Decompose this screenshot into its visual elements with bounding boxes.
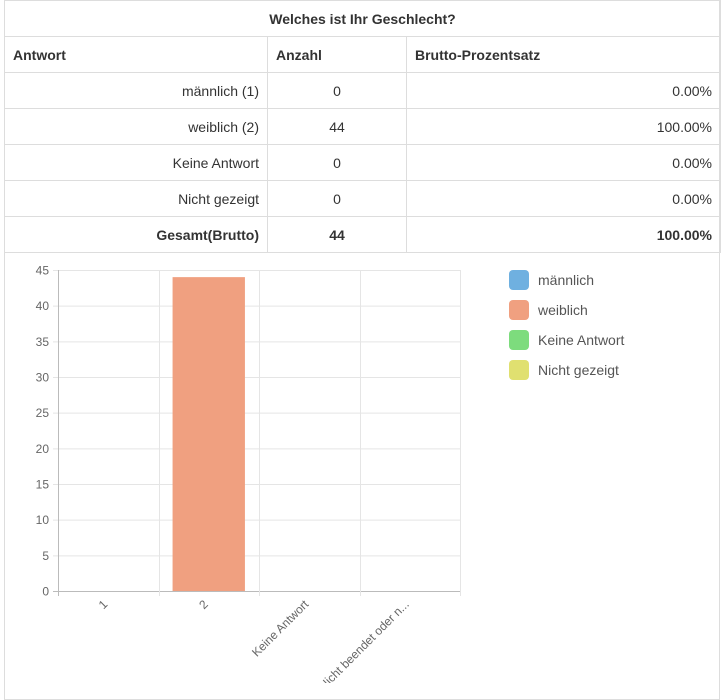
- count-cell: 0: [267, 180, 407, 217]
- count-cell: 0: [267, 144, 407, 181]
- y-tick-label: 40: [36, 299, 50, 313]
- legend-item[interactable]: Keine Antwort: [509, 325, 624, 355]
- y-tick-label: 45: [36, 264, 50, 278]
- legend-item[interactable]: weiblich: [509, 295, 624, 325]
- legend-label: Nicht gezeigt: [538, 362, 619, 378]
- answer-cell: männlich (1): [4, 72, 268, 109]
- legend-item[interactable]: männlich: [509, 265, 624, 295]
- legend-swatch: [509, 270, 529, 290]
- x-tick-label: 2: [196, 597, 211, 612]
- total-percent: 100.00%: [406, 216, 721, 253]
- y-tick-label: 30: [36, 371, 50, 385]
- answer-cell: weiblich (2): [4, 108, 268, 145]
- y-tick-label: 5: [42, 549, 49, 563]
- chart-legend: männlich weiblich Keine Antwort Nicht gezei…: [509, 265, 624, 385]
- table-header-row: Antwort Anzahl Brutto-Prozentsatz: [4, 36, 721, 73]
- percent-cell: 100.00%: [406, 108, 721, 145]
- y-tick-label: 25: [36, 406, 50, 420]
- legend-swatch: [509, 300, 529, 320]
- header-count: Anzahl: [267, 36, 407, 73]
- legend-swatch: [509, 330, 529, 350]
- percent-cell: 0.00%: [406, 180, 721, 217]
- bar: [172, 277, 245, 591]
- legend-label: weiblich: [538, 302, 588, 318]
- count-cell: 44: [267, 108, 407, 145]
- count-cell: 0: [267, 72, 407, 109]
- x-tick-label: Nicht beendet oder n...: [316, 597, 412, 683]
- x-tick-label: 1: [96, 597, 111, 612]
- y-tick-label: 0: [42, 585, 49, 599]
- table-row: weiblich (2) 44 100.00%: [4, 108, 721, 145]
- legend-label: männlich: [538, 272, 595, 288]
- table-row: Keine Antwort 0 0.00%: [4, 144, 721, 181]
- total-row: Gesamt(Brutto) 44 100.00%: [4, 216, 721, 253]
- total-count: 44: [267, 216, 407, 253]
- table-row: männlich (1) 0 0.00%: [4, 72, 721, 109]
- table-row: Nicht gezeigt 0 0.00%: [4, 180, 721, 217]
- x-tick-label: Keine Antwort: [249, 597, 312, 660]
- legend-swatch: [509, 360, 529, 380]
- statistics-table: Welches ist Ihr Geschlecht? Antwort Anza…: [4, 0, 721, 253]
- bar-chart: 0 5 10 15 20 25 30 35 40 45 1 2 Keine Antwort Nicht b…: [36, 264, 461, 683]
- y-tick-label: 20: [36, 442, 50, 456]
- y-tick-label: 35: [36, 335, 50, 349]
- header-percent: Brutto-Prozentsatz: [406, 36, 721, 73]
- y-tick-label: 15: [36, 478, 50, 492]
- legend-item[interactable]: Nicht gezeigt: [509, 355, 624, 385]
- question-title: Welches ist Ihr Geschlecht?: [4, 0, 721, 37]
- percent-cell: 0.00%: [406, 144, 721, 181]
- total-label: Gesamt(Brutto): [4, 216, 268, 253]
- legend-label: Keine Antwort: [538, 332, 625, 348]
- answer-cell: Keine Antwort: [4, 144, 268, 181]
- answer-cell: Nicht gezeigt: [4, 180, 268, 217]
- question-title-row: Welches ist Ihr Geschlecht?: [4, 0, 721, 37]
- y-tick-label: 10: [36, 513, 50, 527]
- percent-cell: 0.00%: [406, 72, 721, 109]
- header-answer: Antwort: [4, 36, 268, 73]
